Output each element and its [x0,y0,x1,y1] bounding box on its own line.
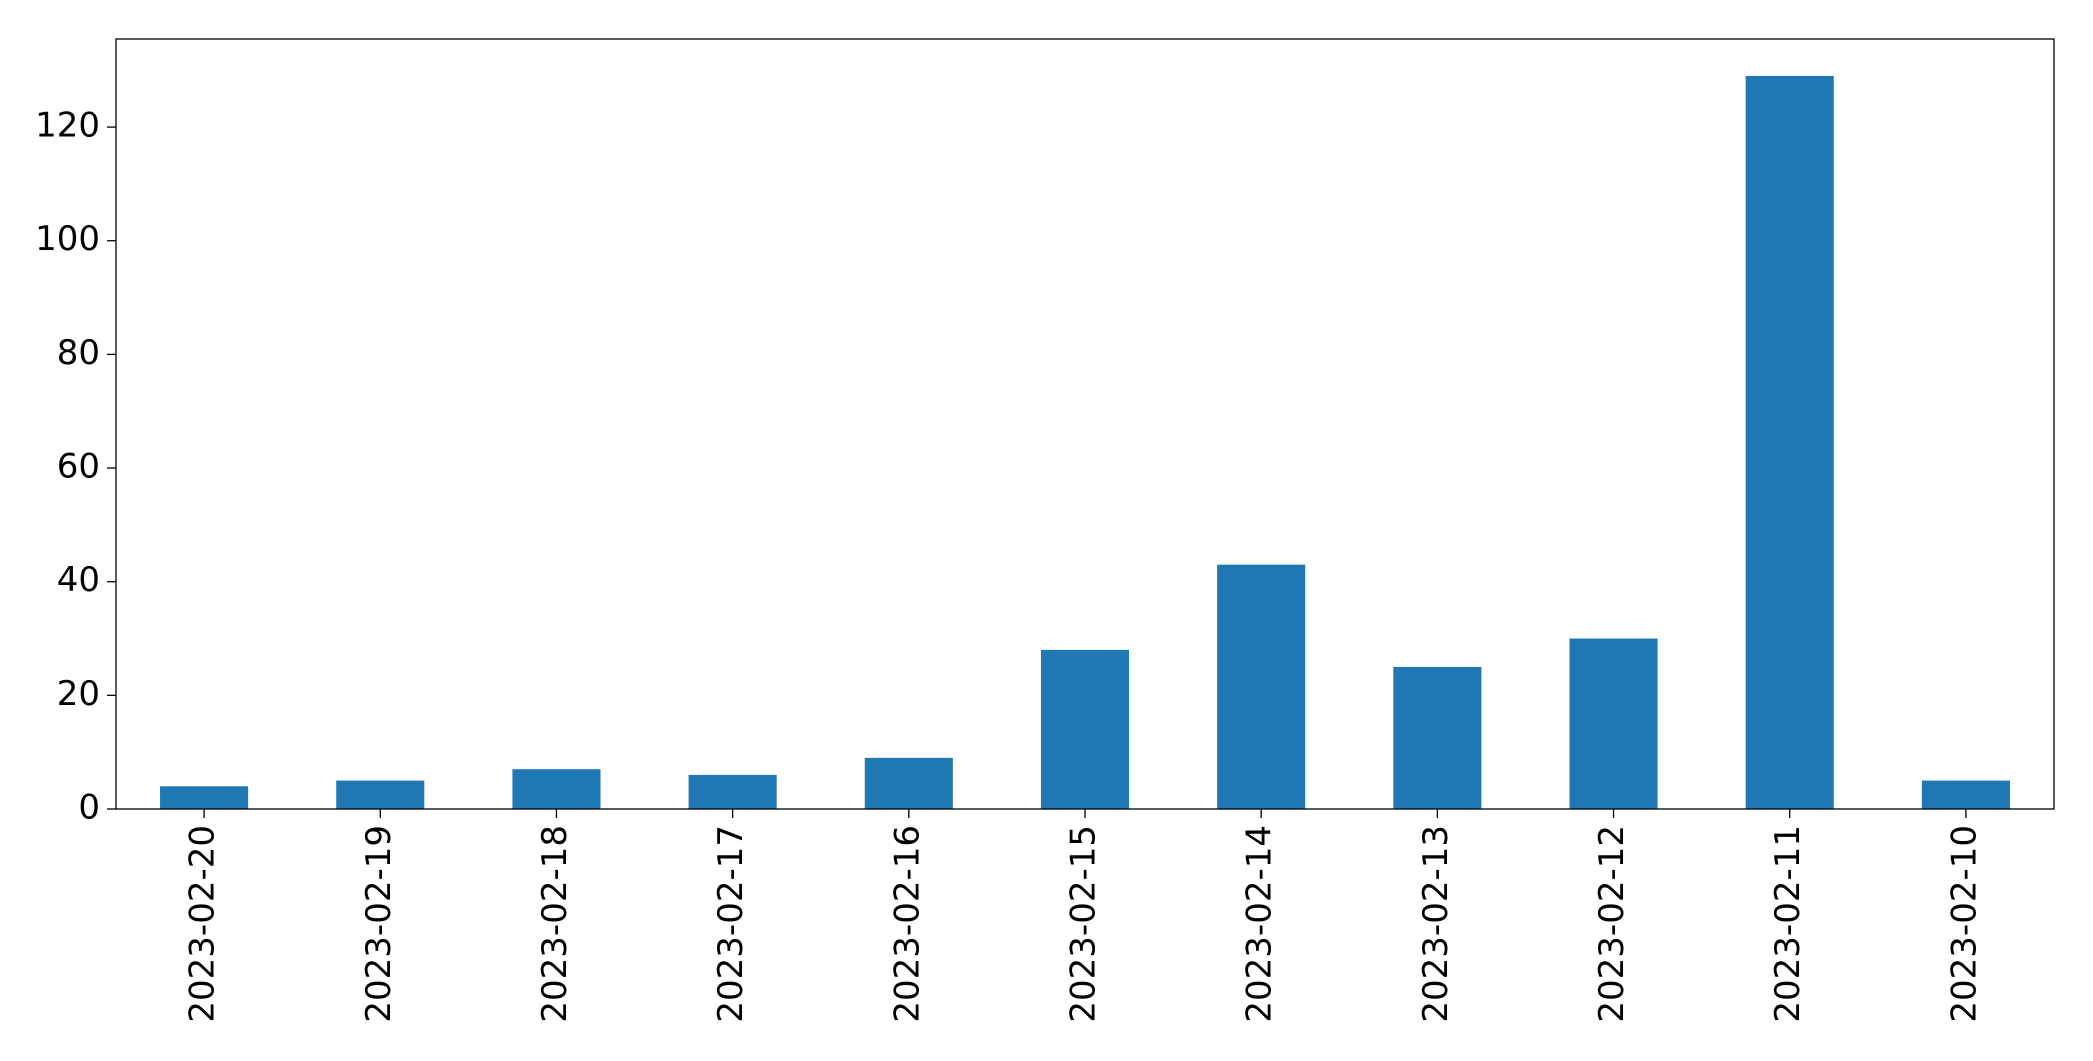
x-tick-label: 2023-02-11 [1768,825,1808,1023]
x-tick-label: 2023-02-14 [1240,825,1280,1023]
x-tick-label: 2023-02-10 [1944,825,1984,1023]
x-tick-label: 2023-02-18 [535,825,575,1023]
bar [1217,564,1306,809]
bar [688,774,777,809]
y-tick-label: 20 [57,674,100,714]
x-tick-label: 2023-02-20 [183,825,223,1023]
bar [512,769,601,809]
bar [336,780,425,809]
x-tick-label: 2023-02-19 [359,825,399,1023]
y-tick-label: 0 [78,788,100,828]
bar [1921,780,2010,809]
x-tick-label: 2023-02-13 [1416,825,1456,1023]
x-tick-label: 2023-02-17 [711,825,751,1023]
x-tick-label: 2023-02-16 [887,825,927,1023]
y-tick-label: 100 [35,219,100,259]
y-tick-label: 40 [57,560,100,600]
y-tick-label: 80 [57,333,100,373]
bar [1745,75,1834,810]
y-tick-label: 120 [35,106,100,146]
y-tick-label: 60 [57,447,100,487]
bar [160,786,249,809]
x-tick-label: 2023-02-15 [1064,825,1104,1023]
plot-frame [115,38,2055,810]
bar [1040,649,1130,809]
bar [1393,666,1482,809]
x-tick-label: 2023-02-12 [1592,825,1632,1023]
bar [864,757,953,809]
bar [1569,638,1658,809]
